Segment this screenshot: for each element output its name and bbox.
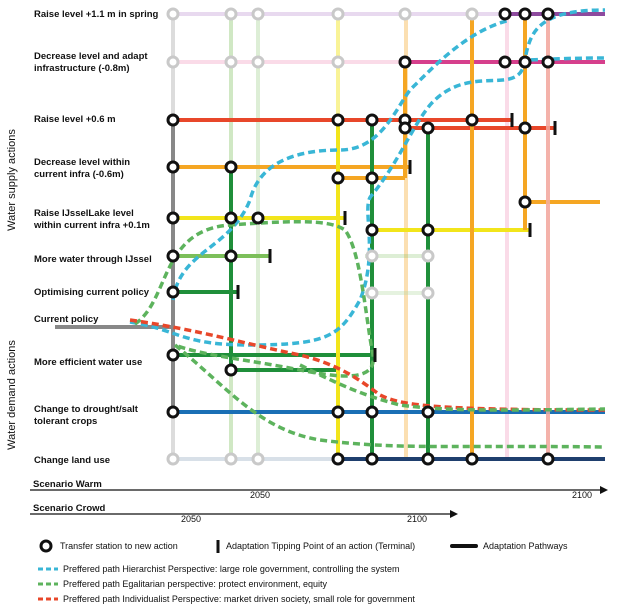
transfer-station (365, 249, 379, 263)
action-label-decr08: Decrease level and adapt infrastructure (… (34, 51, 148, 74)
individualist-path (129, 318, 606, 412)
transfer-station (251, 55, 265, 69)
transfer-station (421, 223, 435, 237)
tipping-points (236, 113, 557, 362)
transfer-station (518, 121, 532, 135)
transfer-station (331, 405, 345, 419)
action-label-landuse: Change land use (34, 455, 110, 466)
transfer-station (518, 195, 532, 209)
action-label-current: Current policy (34, 314, 99, 325)
transfer-station (365, 223, 379, 237)
transfer-station (331, 55, 345, 69)
legend-transfer-label: Transfer station to new action (60, 541, 178, 551)
transfer-station (166, 7, 180, 21)
transfer-station (224, 55, 238, 69)
legend: Transfer station to new action Adaptatio… (38, 539, 568, 604)
action-label-ijssel: More water through IJssel (34, 254, 152, 265)
transfer-station (331, 452, 345, 466)
action-label-decr06: Decrease level within current infra (-0.6… (34, 157, 130, 180)
transfer-station (166, 160, 180, 174)
scenario-crowd-label: Scenario Crowd (33, 503, 106, 514)
transfer-station (518, 55, 532, 69)
transfer-station (331, 113, 345, 127)
transfer-station (421, 249, 435, 263)
transfer-station (498, 7, 512, 21)
legend-egalitarian-label: Preffered path Egalitarian perspective: … (63, 579, 327, 589)
transfer-station (541, 7, 555, 21)
transfer-station (421, 121, 435, 135)
transfer-station (541, 55, 555, 69)
transfer-station (251, 7, 265, 21)
action-label-raise11: Raise level +1.1 m in spring (34, 9, 159, 20)
transfer-station (224, 7, 238, 21)
action-lines (55, 12, 605, 461)
transfer-station (398, 121, 412, 135)
transfer-station (421, 452, 435, 466)
scenario-warm-label: Scenario Warm (33, 479, 102, 490)
action-label-raise06: Raise level +0.6 m (34, 114, 116, 125)
transfer-station (251, 211, 265, 225)
water-supply-side-label: Water supply actions (6, 129, 18, 231)
transfer-station (518, 7, 532, 21)
transfer-station (541, 452, 555, 466)
transfer-station (421, 286, 435, 300)
transfer-station (166, 113, 180, 127)
legend-hierarchist-label: Preffered path Hierarchist Perspective: … (63, 564, 400, 574)
transfer-station (166, 55, 180, 69)
transfer-station (398, 7, 412, 21)
transfer-station (224, 363, 238, 377)
egalitarian-path (133, 220, 375, 378)
transfer-station (365, 286, 379, 300)
transfer-station (365, 452, 379, 466)
transfer-station (331, 171, 345, 185)
transfer-station (166, 285, 180, 299)
transfer-station (224, 160, 238, 174)
transfer-station (166, 249, 180, 263)
transfer-station (224, 211, 238, 225)
transfer-station (465, 113, 479, 127)
action-label-effic: More efficient water use (34, 357, 142, 368)
transfer-station (224, 452, 238, 466)
scenario-warm-tick-2050: 2050 (250, 490, 270, 500)
transfer-station (465, 7, 479, 21)
scenario-crowd-tick-2050: 2050 (181, 514, 201, 524)
scenario-crowd-tick-2100: 2100 (407, 514, 427, 524)
transfer-station (465, 452, 479, 466)
legend-pathways-label: Adaptation Pathways (483, 541, 568, 551)
transfer-station (166, 348, 180, 362)
scenario-warm-tick-2100: 2100 (572, 490, 592, 500)
transfer-station (421, 405, 435, 419)
transfer-stations (166, 7, 555, 466)
transfer-station (166, 405, 180, 419)
transfer-station (365, 171, 379, 185)
legend-tipping-label: Adaptation Tipping Point of an action (T… (226, 541, 415, 551)
transfer-station (251, 452, 265, 466)
transfer-station (365, 405, 379, 419)
action-label-raise01: Raise IJsselLake level within current inf… (33, 208, 150, 231)
transfer-station (166, 211, 180, 225)
legend-transfer-icon (39, 539, 53, 553)
water-demand-side-label: Water demand actions (6, 340, 18, 450)
scenario-axes: Scenario Warm 2050 2100 Scenario Crowd 2… (30, 479, 608, 524)
legend-individualist-label: Preffered path Individualist Perspective… (63, 594, 415, 604)
transfer-station (498, 55, 512, 69)
transfer-station (365, 113, 379, 127)
transfer-station (166, 452, 180, 466)
action-label-optim: Optimising current policy (34, 287, 150, 298)
transfer-station (224, 249, 238, 263)
action-labels: Raise level +1.1 m in spring Decrease lev… (33, 9, 159, 466)
action-label-crops: Change to drought/salt tolerant crops (34, 404, 139, 427)
transfer-station (331, 7, 345, 21)
transfer-station (398, 55, 412, 69)
